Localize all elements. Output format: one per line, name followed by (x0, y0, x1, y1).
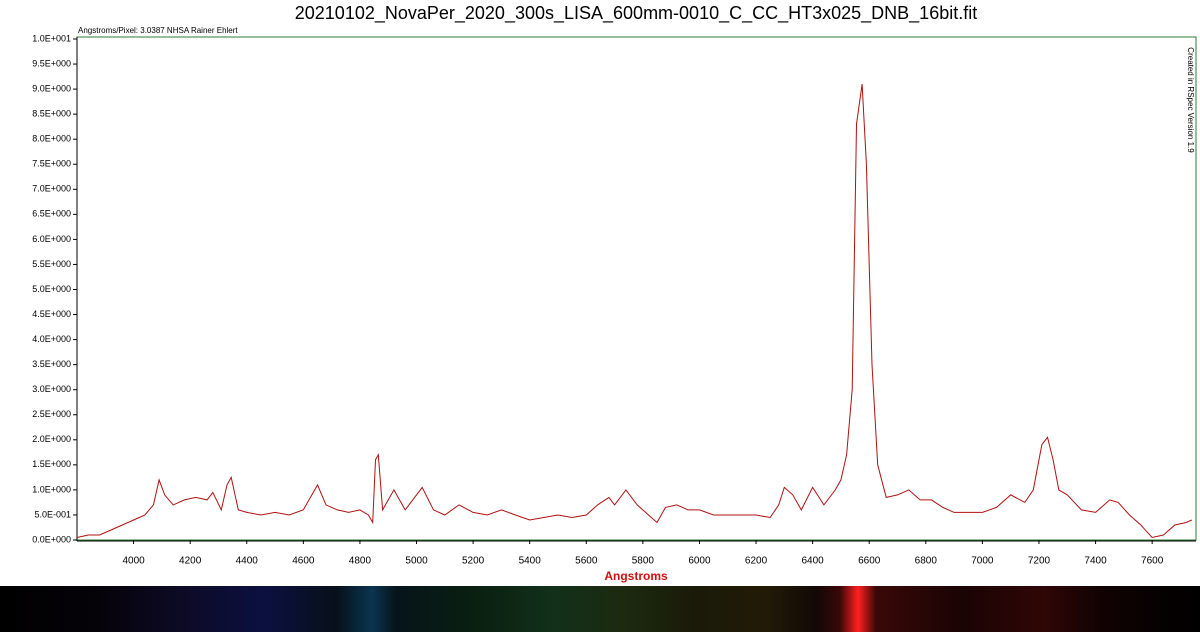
x-tick-label: 4000 (122, 556, 145, 567)
x-tick-label: 7000 (971, 556, 994, 567)
x-tick-label: 4600 (292, 556, 315, 567)
annotation: Created in RSpec Version 1.9 (1186, 47, 1195, 153)
y-tick-label: 6.5E+000 (32, 209, 71, 219)
y-tick-label: 6.0E+000 (32, 234, 71, 244)
y-tick-label: 4.5E+000 (32, 309, 71, 319)
y-tick-label: 9.0E+000 (32, 83, 71, 93)
x-tick-label: 6400 (802, 556, 825, 567)
y-tick-label: 1.0E+000 (32, 484, 71, 494)
x-tick-label: 5000 (405, 556, 428, 567)
x-tick-label: 5200 (462, 556, 485, 567)
chart-title: 20210102_NovaPer_2020_300s_LISA_600mm-00… (295, 3, 977, 24)
y-tick-label: 3.5E+000 (32, 359, 71, 369)
spectrum-line (76, 84, 1193, 539)
y-tick-label: 9.5E+000 (32, 58, 71, 68)
x-tick-label: 5400 (519, 556, 542, 567)
x-tick-label: 5600 (575, 556, 598, 567)
y-tick-label: 5.0E-001 (34, 509, 71, 519)
plot-frame (76, 36, 1197, 541)
y-tick-label: 1.0E+001 (32, 33, 71, 43)
x-axis-label: Angstroms (604, 569, 668, 583)
x-tick-label: 6800 (915, 556, 938, 567)
x-tick-label: 7400 (1084, 556, 1107, 567)
y-tick-label: 7.0E+000 (32, 184, 71, 194)
y-tick-label: 1.5E+000 (32, 459, 71, 469)
x-tick-label: 6000 (688, 556, 711, 567)
y-tick-label: 2.5E+000 (32, 409, 71, 419)
x-tick-label: 5800 (632, 556, 655, 567)
y-tick-label: 0.0E+000 (32, 534, 71, 544)
x-tick-label: 6200 (745, 556, 768, 567)
chart: 20210102_NovaPer_2020_300s_LISA_600mm-00… (32, 3, 1197, 583)
y-tick-label: 8.5E+000 (32, 109, 71, 119)
y-tick-label: 2.0E+000 (32, 434, 71, 444)
spectrum-strip (0, 586, 1200, 632)
y-tick-label: 3.0E+000 (32, 384, 71, 394)
x-tick-label: 7600 (1141, 556, 1164, 567)
y-tick-label: 5.0E+000 (32, 284, 71, 294)
subtitle: Angstroms/Pixel: 3.0387 NHSA Rainer Ehle… (78, 26, 238, 35)
y-tick-label: 5.5E+000 (32, 259, 71, 269)
x-tick-label: 4200 (179, 556, 202, 567)
y-tick-label: 7.5E+000 (32, 159, 71, 169)
x-tick-label: 7200 (1028, 556, 1051, 567)
y-tick-label: 4.0E+000 (32, 334, 71, 344)
y-tick-label: 8.0E+000 (32, 134, 71, 144)
x-tick-label: 4800 (349, 556, 372, 567)
x-tick-label: 4400 (236, 556, 259, 567)
x-tick-label: 6600 (858, 556, 881, 567)
